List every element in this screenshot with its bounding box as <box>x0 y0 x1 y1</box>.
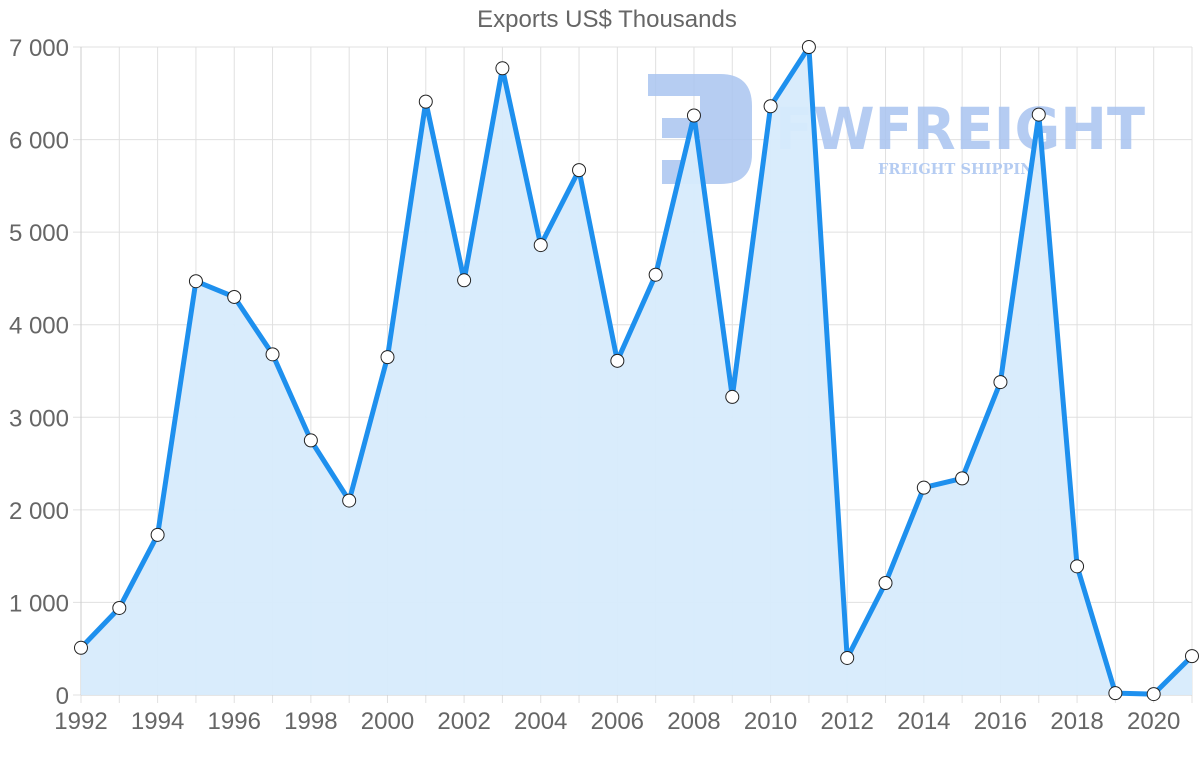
data-point[interactable] <box>533 238 548 253</box>
x-tick-label: 2016 <box>974 708 1027 735</box>
data-point[interactable] <box>840 650 855 665</box>
data-point[interactable] <box>801 40 816 54</box>
x-tick-label: 2006 <box>591 708 644 735</box>
y-tick-label: 6 000 <box>9 128 69 155</box>
data-point[interactable] <box>418 94 433 109</box>
y-tick-label: 1 000 <box>9 590 69 617</box>
x-tick-label: 2000 <box>361 708 414 735</box>
x-tick-label: 1992 <box>54 708 107 735</box>
data-point[interactable] <box>916 480 931 495</box>
x-tick-label: 1998 <box>284 708 337 735</box>
x-tick-label: 2018 <box>1050 708 1103 735</box>
chart-title: Exports US$ Thousands <box>477 6 737 33</box>
data-point[interactable] <box>610 353 625 368</box>
watermark-logo: FWFREIGHT FREIGHT SHIPPING <box>648 74 1145 184</box>
data-point[interactable] <box>380 350 395 365</box>
data-point[interactable] <box>188 274 203 289</box>
y-tick-label: 3 000 <box>9 405 69 432</box>
x-tick-label: 2010 <box>744 708 797 735</box>
y-tick-label: 5 000 <box>9 220 69 247</box>
x-tick-label: 2004 <box>514 708 567 735</box>
x-axis: 1992 1994 1996 1998 2000 2002 2004 2006 2008 2010… <box>54 708 1180 735</box>
data-line <box>79 44 1194 697</box>
data-point[interactable] <box>112 600 127 615</box>
data-point[interactable] <box>1185 649 1199 664</box>
data-point[interactable] <box>686 108 701 123</box>
data-point[interactable] <box>725 389 740 404</box>
data-point[interactable] <box>457 273 472 288</box>
x-tick-label: 2020 <box>1127 708 1180 735</box>
watermark-brand: FWFREIGHT <box>775 95 1145 163</box>
data-point[interactable] <box>955 471 970 486</box>
data-point[interactable] <box>150 527 165 542</box>
data-point[interactable] <box>1146 687 1161 702</box>
x-tick-label: 2012 <box>821 708 874 735</box>
data-point[interactable] <box>342 493 357 508</box>
data-point[interactable] <box>993 375 1008 390</box>
data-point[interactable] <box>495 61 510 76</box>
y-axis: 0 1 000 2 000 3 000 4 000 5 000 6 000 7 000 <box>9 35 69 710</box>
y-tick-label: 4 000 <box>9 313 69 340</box>
x-tick-label: 2002 <box>437 708 490 735</box>
data-point[interactable] <box>1031 107 1046 122</box>
data-points <box>74 40 1199 702</box>
y-tick-label: 7 000 <box>9 35 69 62</box>
data-point[interactable] <box>265 347 280 362</box>
x-tick-label: 1996 <box>208 708 261 735</box>
x-tick-label: 2008 <box>667 708 720 735</box>
data-point[interactable] <box>303 433 318 448</box>
data-point[interactable] <box>227 289 242 304</box>
data-point[interactable] <box>74 640 88 655</box>
data-point[interactable] <box>878 575 893 590</box>
y-tick-label: 0 <box>56 683 69 710</box>
data-point[interactable] <box>648 267 663 282</box>
x-tick-label: 2014 <box>897 708 950 735</box>
data-point[interactable] <box>1108 686 1123 701</box>
data-point[interactable] <box>1070 559 1085 574</box>
area-fill <box>81 47 1192 695</box>
watermark-tagline: FREIGHT SHIPPING <box>878 160 1046 178</box>
x-tick-label: 1994 <box>131 708 184 735</box>
data-point[interactable] <box>763 99 778 114</box>
data-point[interactable] <box>572 163 587 178</box>
logo-mark-icon <box>648 74 752 184</box>
y-tick-label: 2 000 <box>9 498 69 525</box>
